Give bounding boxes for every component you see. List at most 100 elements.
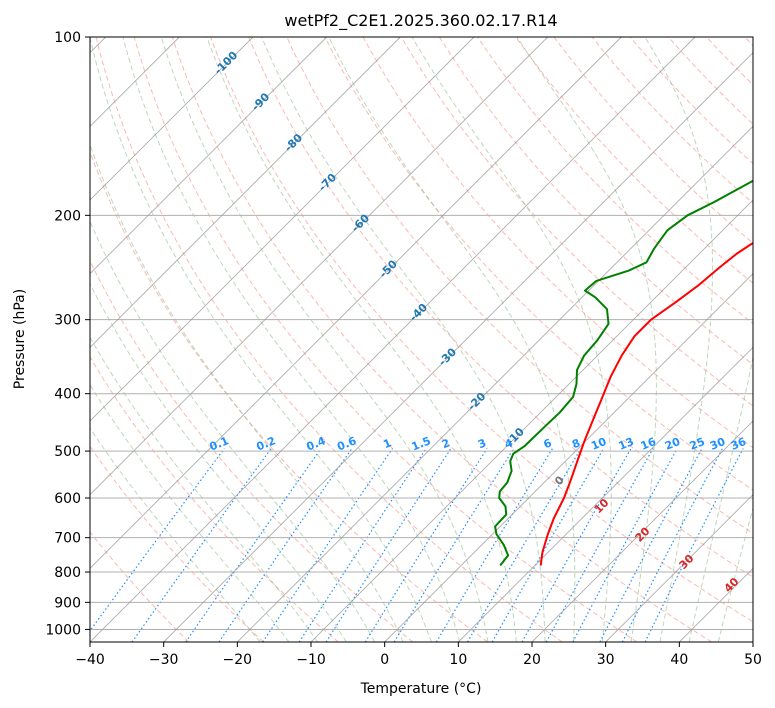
moist-adiabat — [90, 37, 432, 642]
dry-adiabats — [90, 37, 753, 642]
temperature-profile-line — [539, 241, 753, 566]
x-tick-label: 0 — [380, 652, 389, 668]
y-tick-label: 300 — [54, 313, 81, 329]
mixing-ratio-label: 2 — [440, 436, 452, 451]
x-tick-label: −20 — [223, 652, 253, 668]
mixing-ratio-line — [491, 448, 605, 642]
isotherm-line — [90, 37, 327, 275]
x-tick-label: −10 — [296, 652, 326, 668]
mixing-ratio-line — [298, 448, 427, 642]
y-tick-label: 200 — [54, 208, 81, 224]
y-tick-label: 600 — [54, 491, 81, 507]
moist-adiabat — [160, 37, 489, 642]
y-tick-label: 800 — [54, 565, 81, 581]
x-axis-label: Temperature (°C) — [360, 681, 482, 697]
isotherm-line — [605, 494, 753, 642]
sounding-series — [494, 179, 753, 567]
dry-adiabat — [324, 37, 753, 491]
isotherm-line — [237, 125, 753, 642]
moist-adiabat — [206, 37, 517, 642]
mixing-ratio-line — [262, 448, 393, 642]
moist-adiabat — [90, 220, 376, 642]
moist-adiabat — [90, 142, 404, 642]
isotherm-line — [310, 199, 753, 642]
isotherm-line — [90, 37, 401, 348]
moist-adiabat — [261, 37, 546, 642]
mixing-ratio-label: 30 — [708, 435, 727, 453]
moist-adiabat — [516, 37, 657, 642]
y-tick-label: 500 — [54, 444, 81, 460]
moist-adiabat — [328, 37, 576, 642]
mixing-ratio-label: 3 — [476, 436, 488, 451]
mixing-ratio-label: 10 — [589, 435, 608, 453]
isotherm-line — [384, 273, 753, 642]
mixing-ratio-line — [466, 448, 582, 642]
dry-adiabat — [133, 37, 638, 642]
x-tick-label: 40 — [670, 652, 688, 668]
mixing-ratio-label: 20 — [663, 435, 682, 453]
isotherm-line — [90, 37, 548, 496]
x-tick-label: −30 — [149, 652, 179, 668]
isotherm-line — [90, 37, 622, 569]
y-tick-label: 100 — [54, 30, 81, 46]
moist-adiabats — [90, 37, 753, 642]
mixing-ratio-line — [325, 448, 452, 642]
dry-adiabat — [90, 445, 264, 642]
moist-adiabat — [688, 355, 753, 642]
x-tick-label: −40 — [75, 652, 105, 668]
mixing-ratio-label: 16 — [639, 435, 658, 453]
moist-adiabat — [122, 37, 461, 642]
isotherms — [90, 37, 753, 642]
moist-adiabat — [411, 37, 612, 642]
mixing-ratio-label: 13 — [617, 435, 636, 453]
x-tick-label: 20 — [523, 652, 541, 668]
dry-adiabat — [95, 37, 563, 642]
y-axis-ticks: 1000 900 800 700 600 500 400 300 200 100 — [45, 30, 90, 638]
isotherm-line — [90, 37, 696, 642]
dry-adiabat — [171, 37, 712, 642]
mixing-ratio-line — [599, 448, 703, 642]
mixing-ratio-line — [364, 448, 488, 642]
mixing-ratio-line — [572, 448, 678, 642]
dry-adiabat — [210, 37, 753, 623]
moist-adiabat — [644, 37, 713, 642]
dry-adiabat — [90, 356, 339, 642]
mixing-ratio-line — [621, 448, 723, 642]
plot-frame — [89, 36, 754, 643]
y-tick-label: 1000 — [45, 622, 81, 638]
dry-adiabat — [90, 531, 190, 642]
plot-area: -100-90-80-70-60-50-40-30-20-100.1 0.2 0.4… — [90, 37, 753, 642]
dewpoint-profile-line — [494, 179, 753, 567]
isotherm-line — [90, 37, 254, 201]
dry-adiabat — [248, 37, 753, 578]
dry-adiabat — [515, 37, 753, 284]
mixing-ratio-label: 36 — [729, 435, 748, 453]
mixing-ratio-line — [131, 448, 272, 642]
moist-adiabat — [90, 282, 347, 642]
isotherm-line — [90, 37, 475, 422]
x-tick-label: 50 — [744, 652, 762, 668]
x-tick-label: 10 — [449, 652, 467, 668]
dry-adiabat — [400, 37, 753, 407]
chart-title: wetPf2_C2E1.2025.360.02.17.R14 — [284, 11, 557, 31]
isotherm-line — [458, 346, 753, 642]
x-axis-ticks: −40 −30 −20 −10 0 10 20 30 40 50 — [75, 642, 762, 668]
mixing-ratio-line — [393, 448, 515, 642]
isotherm-line — [531, 420, 753, 642]
moist-adiabat — [90, 336, 319, 642]
mixing-ratio-line — [185, 448, 322, 642]
isotherm-line — [163, 52, 753, 642]
y-tick-label: 700 — [54, 531, 81, 547]
mixing-ratio-line — [218, 448, 353, 642]
mixing-ratio-label: 8 — [570, 436, 582, 451]
mixing-ratio-line — [90, 448, 225, 632]
dry-adiabat — [90, 150, 488, 642]
mixing-ratio-label: 1 — [381, 436, 393, 451]
y-axis-label: Pressure (hPa) — [12, 289, 28, 389]
y-tick-label: 900 — [54, 595, 81, 611]
y-tick-label: 400 — [54, 387, 81, 403]
x-tick-label: 30 — [597, 652, 615, 668]
dry-adiabat — [438, 37, 753, 366]
